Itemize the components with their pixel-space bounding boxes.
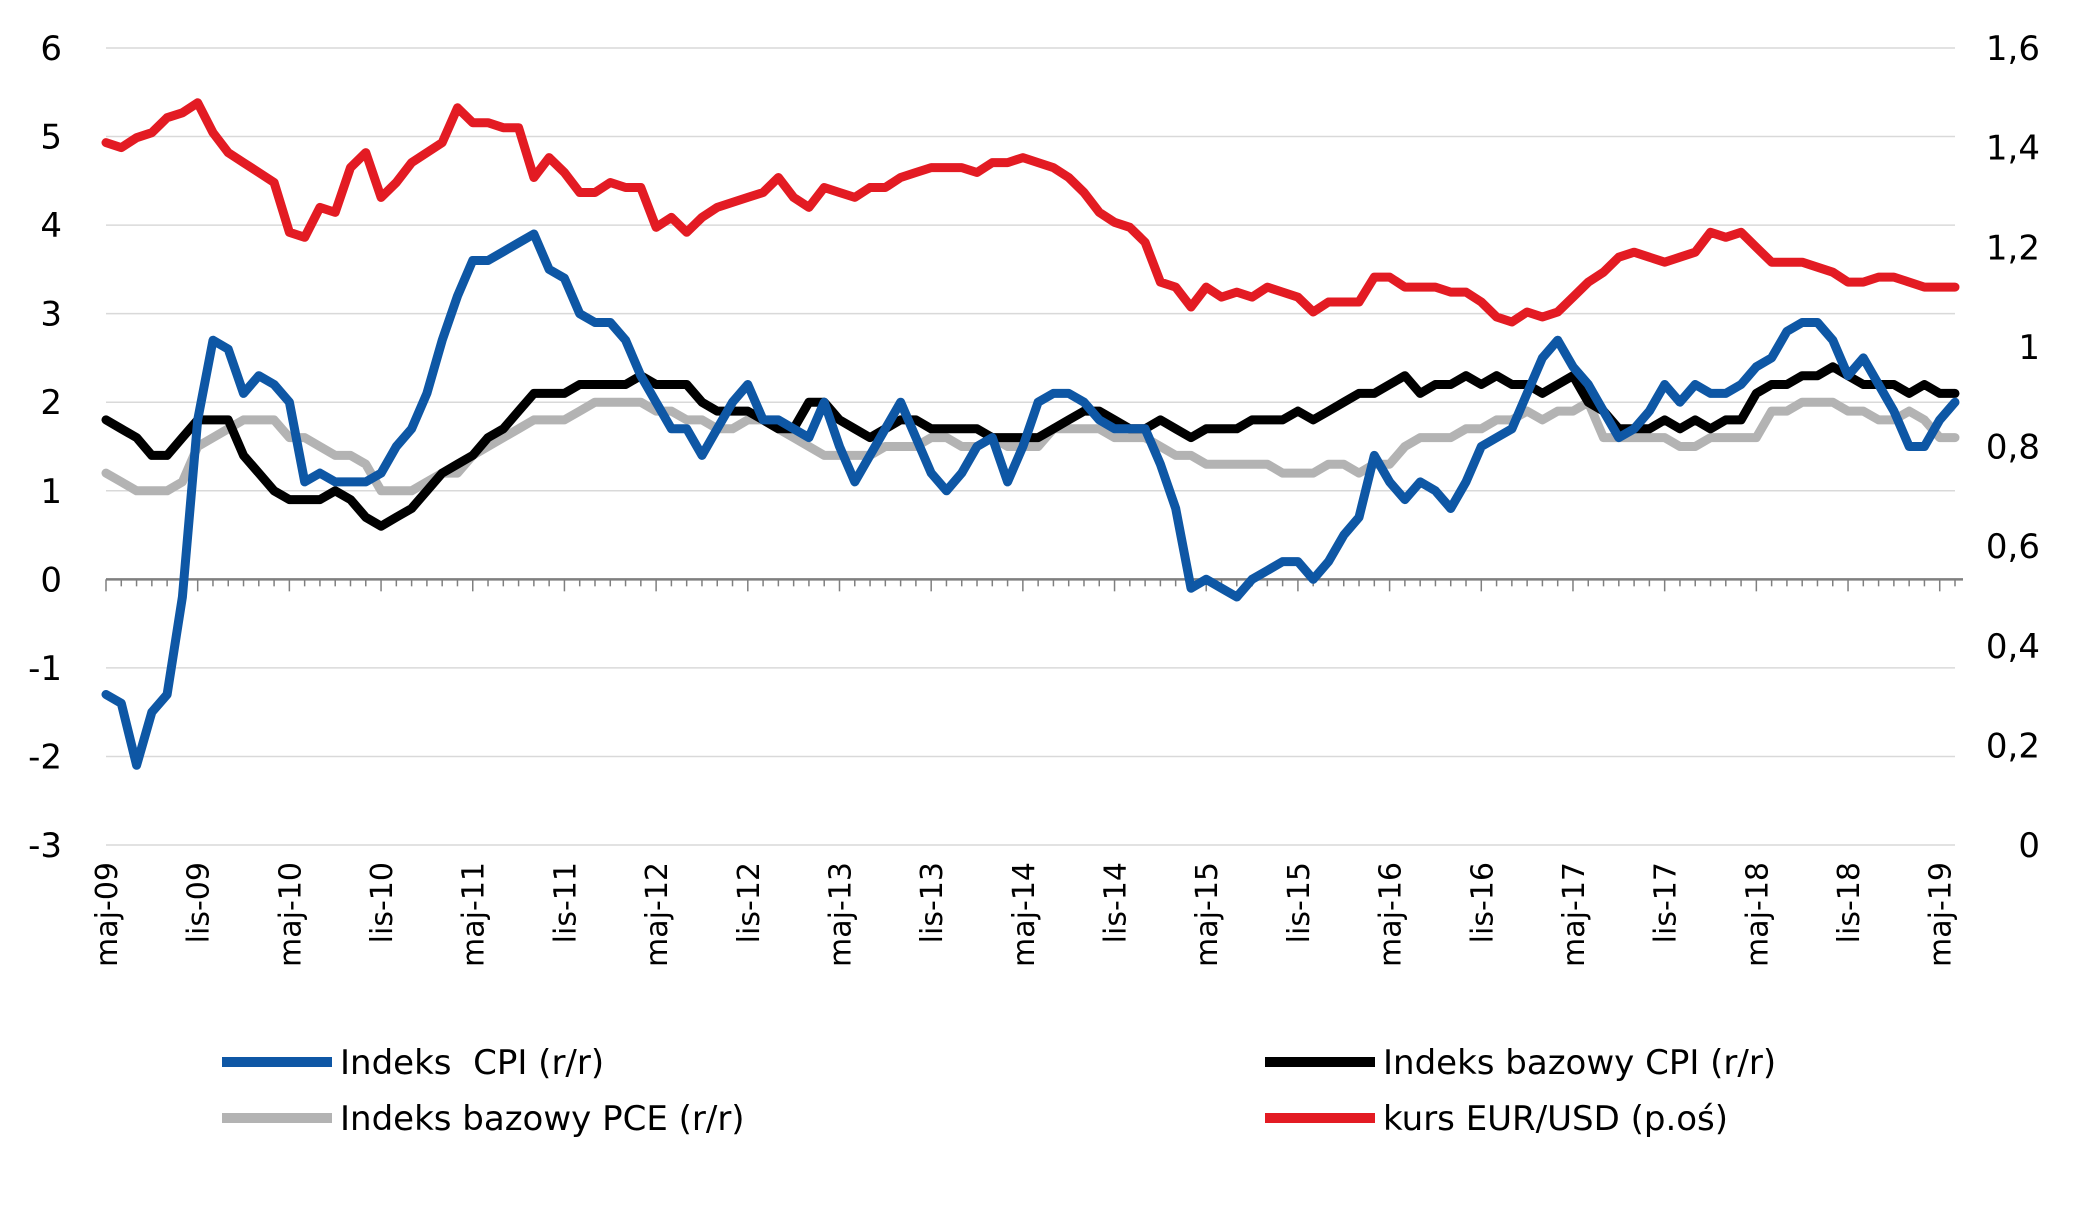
cpi-line: [101, 229, 1960, 770]
x-axis-tick-label: maj-12: [640, 862, 675, 967]
x-axis-tick-label: maj-18: [1740, 862, 1775, 967]
legend-eur-usd-label: kurs EUR/USD (p.oś): [1383, 1099, 1728, 1139]
eur-usd-line: [101, 98, 1960, 327]
left-axis-tick-label: -1: [28, 649, 62, 689]
x-axis-tick-label: maj-19: [1924, 862, 1959, 967]
x-axis-tick-label: maj-14: [1007, 862, 1042, 967]
x-axis-tick-label: lis-15: [1282, 862, 1317, 943]
legend-cpi-label: Indeks CPI (r/r): [340, 1043, 604, 1083]
x-axis-tick-label: maj-13: [823, 862, 858, 967]
left-axis-ticks: -3 -2 -1 0 1 2 3 4 5 6: [28, 29, 62, 866]
legend: Indeks CPI (r/r) Indeks bazowy CPI (r/r) I…: [222, 1043, 1776, 1139]
x-axis-ticks: maj-09 lis-09 maj-10 lis-10 maj-11 lis-11 maj-…: [90, 862, 1959, 967]
right-axis-tick-label: 0,6: [1986, 527, 2040, 567]
right-axis-tick-label: 0,4: [1986, 627, 2040, 667]
series-lines: [101, 98, 1960, 770]
right-axis-tick-label: 0,8: [1986, 428, 2040, 468]
right-axis-tick-label: 0: [2018, 826, 2040, 866]
left-axis-tick-label: 5: [40, 118, 62, 158]
x-axis-tick-label: maj-09: [90, 862, 125, 967]
left-axis-tick-label: 0: [40, 560, 62, 600]
x-axis-tick-label: lis-13: [915, 862, 950, 943]
right-axis-tick-label: 0,2: [1986, 726, 2040, 766]
left-axis-tick-label: 6: [40, 29, 62, 69]
left-axis-tick-label: -2: [28, 737, 62, 777]
x-axis-tick-label: lis-14: [1099, 862, 1134, 943]
x-axis-tick-label: lis-10: [365, 862, 400, 943]
x-axis-tick-label: maj-16: [1374, 862, 1409, 967]
left-axis-tick-label: 3: [40, 295, 62, 335]
legend-core-pce-label: Indeks bazowy PCE (r/r): [340, 1099, 745, 1139]
x-axis-tick-label: maj-15: [1190, 862, 1225, 967]
x-axis-tick-label: lis-09: [182, 862, 217, 943]
x-axis-tick-label: lis-17: [1649, 862, 1684, 943]
left-axis-tick-label: 1: [40, 472, 62, 512]
right-axis-tick-label: 1: [2018, 328, 2040, 368]
left-axis-tick-label: 2: [40, 383, 62, 423]
x-axis-tick-label: lis-18: [1832, 862, 1867, 943]
left-axis-tick-label: 4: [40, 206, 62, 246]
x-axis-tick-label: maj-11: [457, 862, 492, 967]
right-axis-tick-label: 1,4: [1986, 129, 2040, 169]
right-axis-ticks: 0 0,2 0,4 0,6 0,8 1 1,2 1,4 1,6: [1986, 29, 2040, 866]
legend-core-cpi-label: Indeks bazowy CPI (r/r): [1383, 1043, 1776, 1083]
x-axis-tick-label: lis-11: [548, 862, 583, 943]
x-axis-tick-label: maj-10: [273, 862, 308, 967]
right-axis-tick-label: 1,6: [1986, 29, 2040, 69]
x-axis-tick-label: maj-17: [1557, 862, 1592, 967]
left-axis-tick-label: -3: [28, 826, 62, 866]
right-axis-tick-label: 1,2: [1986, 228, 2040, 268]
core-pce-line: [101, 397, 1960, 496]
axes: [105, 578, 1963, 592]
x-axis-tick-label: lis-16: [1465, 862, 1500, 943]
x-axis-tick-label: lis-12: [732, 862, 767, 943]
